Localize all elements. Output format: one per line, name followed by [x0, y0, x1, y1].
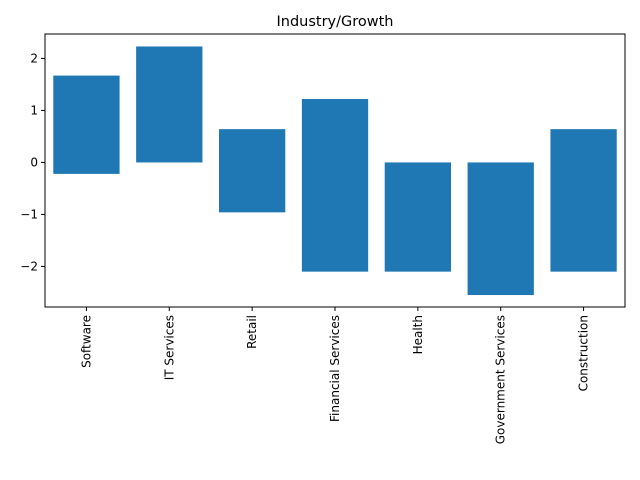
bar-government-services — [467, 162, 534, 296]
y-tick-label: −1 — [20, 207, 38, 221]
y-tick-label: 2 — [30, 51, 38, 65]
bar-health — [384, 162, 451, 272]
x-tick-label: Retail — [245, 315, 259, 349]
y-tick-label: −2 — [20, 259, 38, 273]
x-tick-label: Health — [411, 315, 425, 354]
x-tick-label: IT Services — [162, 315, 176, 380]
bars-layer — [53, 46, 617, 296]
x-tick-label: Software — [79, 315, 93, 368]
x-tick-label: Construction — [577, 315, 591, 391]
bar-construction — [550, 129, 617, 272]
bar-it-services — [136, 46, 203, 163]
bar-retail — [219, 129, 286, 213]
x-tick-label: Financial Services — [328, 315, 342, 422]
chart-title: Industry/Growth — [276, 14, 393, 30]
axes-layer: 2 1 0 −1 −2 Software IT Services Retail Financia… — [20, 33, 626, 444]
y-tick-label: 1 — [30, 103, 38, 117]
y-tick-label: 0 — [30, 155, 38, 169]
bar-financial-services — [301, 99, 369, 272]
bar-software — [53, 75, 120, 174]
x-tick-label: Government Services — [494, 315, 508, 444]
